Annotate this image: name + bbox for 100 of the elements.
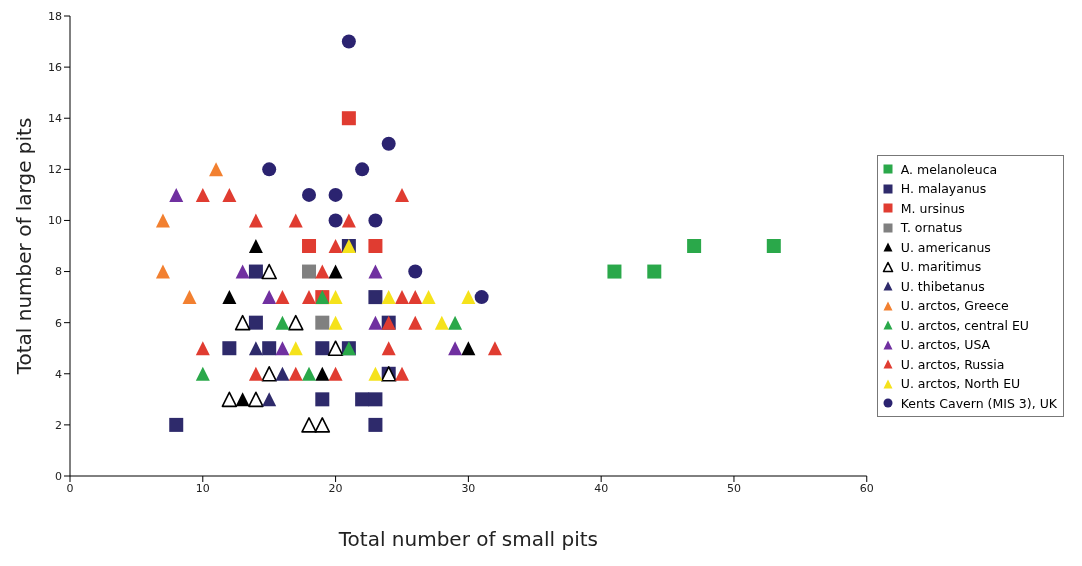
point	[302, 187, 317, 202]
point	[315, 392, 330, 407]
point	[381, 341, 396, 356]
point	[262, 290, 277, 305]
point	[195, 341, 210, 356]
x-tick-label: 40	[594, 481, 609, 495]
point	[461, 341, 476, 356]
x-tick-label: 60	[859, 481, 874, 495]
point	[262, 341, 277, 356]
point	[275, 290, 290, 305]
point	[368, 392, 383, 407]
point	[262, 392, 277, 407]
point	[341, 111, 356, 126]
point	[221, 391, 238, 408]
point	[474, 290, 489, 305]
point	[315, 315, 330, 330]
x-axis-title: Total number of small pits	[337, 527, 599, 552]
point	[195, 187, 210, 202]
legend-label: U. americanus	[900, 239, 991, 255]
point	[327, 340, 344, 357]
point	[381, 290, 396, 305]
point	[248, 391, 264, 408]
point	[302, 366, 317, 381]
point	[328, 213, 343, 228]
point	[647, 264, 662, 279]
point	[288, 341, 303, 356]
point	[328, 290, 343, 305]
point	[288, 213, 303, 228]
point	[355, 392, 370, 407]
point	[235, 264, 250, 279]
point	[209, 162, 224, 177]
point	[368, 315, 383, 330]
point	[195, 366, 210, 381]
point	[448, 341, 463, 356]
legend-label: U. arctos, Greece	[900, 298, 1009, 313]
point	[328, 264, 343, 279]
x-tick-label: 50	[726, 481, 741, 495]
point	[368, 417, 383, 432]
point	[275, 315, 290, 330]
point	[235, 392, 250, 407]
point	[222, 187, 237, 202]
point	[169, 417, 184, 432]
point	[341, 213, 356, 228]
point	[275, 341, 290, 356]
point	[355, 162, 370, 177]
point	[607, 264, 622, 279]
point	[248, 366, 263, 381]
point	[222, 290, 237, 305]
x-tick-label: 0	[66, 481, 74, 495]
point	[368, 239, 383, 253]
point	[288, 366, 303, 381]
point	[248, 315, 263, 330]
y-tick-label: 0	[55, 469, 62, 483]
legend-label: U. thibetanus	[900, 278, 985, 294]
point	[169, 187, 184, 202]
point	[261, 365, 277, 382]
point	[368, 366, 383, 381]
point	[381, 136, 396, 151]
point	[341, 34, 356, 49]
legend-label: U. arctos, central EU	[900, 317, 1029, 333]
point	[328, 366, 343, 381]
point	[448, 315, 463, 330]
point	[461, 290, 476, 305]
point	[408, 315, 423, 330]
point	[248, 264, 263, 279]
point	[248, 341, 263, 356]
point	[315, 341, 330, 356]
legend-label: M. ursinus	[900, 200, 965, 216]
point	[315, 264, 330, 279]
point	[182, 290, 197, 305]
point	[368, 213, 383, 228]
point	[287, 314, 304, 331]
y-tick-label: 12	[48, 163, 62, 177]
point	[248, 239, 263, 253]
y-tick-label: 2	[55, 418, 62, 432]
point	[368, 290, 383, 305]
legend-label: H. malayanus	[900, 181, 987, 196]
point	[302, 290, 317, 305]
point	[301, 417, 317, 433]
point	[487, 341, 502, 356]
legend-label: U. arctos, Russia	[900, 356, 1005, 372]
y-tick-label: 6	[55, 316, 62, 330]
y-tick-label: 16	[48, 61, 62, 75]
x-tick-label: 10	[195, 481, 210, 495]
point	[328, 315, 343, 330]
x-tick-label: 30	[461, 481, 476, 495]
point	[155, 213, 170, 228]
legend-label: U. arctos, USA	[900, 337, 991, 352]
y-tick-label: 18	[48, 9, 62, 23]
point	[766, 239, 781, 253]
point	[408, 290, 423, 305]
point	[394, 187, 409, 202]
point	[434, 315, 449, 330]
legend-label: U. arctos, North EU	[900, 376, 1021, 391]
point	[394, 290, 409, 305]
point	[155, 264, 170, 279]
y-tick-label: 8	[55, 265, 62, 279]
point	[314, 417, 331, 433]
point	[248, 213, 263, 228]
legend-label: Kents Cavern (MIS 3), UK	[900, 395, 1057, 411]
